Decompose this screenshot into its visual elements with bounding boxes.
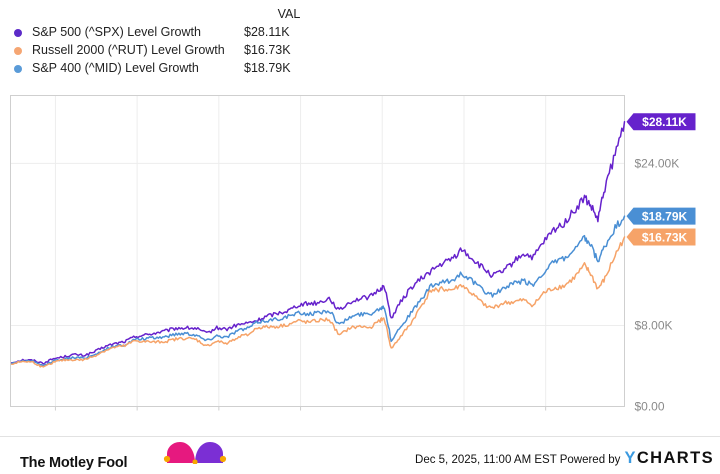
series-line xyxy=(10,120,626,365)
plot-area-border xyxy=(10,95,625,407)
badge-shape xyxy=(626,113,696,131)
badge-value-text: $18.79K xyxy=(642,209,688,223)
chart-container[interactable]: $0.00$8.00K$24.00K 201220142016201820202… xyxy=(0,88,720,413)
legend-label-spx: S&P 500 (^SPX) Level Growth xyxy=(32,25,201,39)
chart-legend: VAL S&P 500 (^SPX) Level Growth $28.11K … xyxy=(0,0,720,88)
legend-dot-cell-rut xyxy=(14,41,32,59)
legend-row-rut[interactable]: Russell 2000 (^RUT) Level Growth $16.73K xyxy=(14,41,334,59)
badge-shape xyxy=(626,207,696,225)
legend-color-dot-mid xyxy=(14,64,22,73)
ycharts-logo: YCHARTS xyxy=(624,450,714,467)
y-axis-tick-label: $0.00 xyxy=(635,400,665,414)
line-chart[interactable]: $0.00$8.00K$24.00K 201220142016201820202… xyxy=(0,88,720,413)
legend-header-blank xyxy=(14,6,32,23)
footer-attribution: Dec 5, 2025, 11:00 AM EST Powered by YCH… xyxy=(415,450,714,467)
legend-header-name xyxy=(32,6,244,23)
legend-label-rut: Russell 2000 (^RUT) Level Growth xyxy=(32,43,225,57)
end-value-badge: $18.79K xyxy=(626,207,696,225)
end-value-badge: $16.73K xyxy=(626,228,696,246)
badge-shape xyxy=(626,228,696,246)
motley-fool-logo: The Motley Fool xyxy=(10,439,227,472)
badge-value-text: $16.73K xyxy=(642,230,688,244)
legend-header-row: VAL xyxy=(14,6,334,23)
timestamp-text: Dec 5, 2025, 11:00 AM EST Powered by xyxy=(415,454,621,466)
legend-table: VAL S&P 500 (^SPX) Level Growth $28.11K … xyxy=(14,6,334,77)
motley-fool-wordmark: The Motley Fool xyxy=(20,455,128,471)
y-axis-labels: $0.00 $8.00K $24.00K xyxy=(635,156,680,413)
legend-value-rut: $16.73K xyxy=(244,43,291,57)
legend-color-dot-spx xyxy=(14,28,22,37)
chart-footer: The Motley Fool Dec 5, 2025, 11:00 AM ES… xyxy=(0,436,720,474)
legend-label-mid: S&P 400 (^MID) Level Growth xyxy=(32,61,199,75)
legend-value-mid: $18.79K xyxy=(244,61,291,75)
series-line xyxy=(10,236,626,368)
badge-value-text: $28.11K xyxy=(642,115,687,129)
legend-row-mid[interactable]: S&P 400 (^MID) Level Growth $18.79K xyxy=(14,59,334,77)
legend-row-spx[interactable]: S&P 500 (^SPX) Level Growth $28.11K xyxy=(14,23,334,41)
x-axis-ticks xyxy=(54,406,547,411)
chart-background xyxy=(0,88,720,413)
y-axis-tick-label: $8.00K xyxy=(635,318,673,332)
series-lines xyxy=(10,120,626,368)
ycharts-wordmark: CHARTS xyxy=(636,449,714,467)
end-value-badge: $28.11K xyxy=(626,113,696,131)
legend-header-val: VAL xyxy=(277,7,301,21)
legend-value-spx: $28.11K xyxy=(244,25,290,39)
legend-color-dot-rut xyxy=(14,46,22,55)
ycharts-y-glyph: Y xyxy=(624,449,637,467)
jester-hat-icon xyxy=(163,442,227,464)
legend-dot-cell-mid xyxy=(14,59,32,77)
legend-dot-cell-spx xyxy=(14,23,32,41)
end-value-badges: $28.11K $18.79K $16.73K xyxy=(626,113,696,246)
gridlines xyxy=(10,95,625,407)
y-axis-tick-label: $24.00K xyxy=(635,156,680,170)
